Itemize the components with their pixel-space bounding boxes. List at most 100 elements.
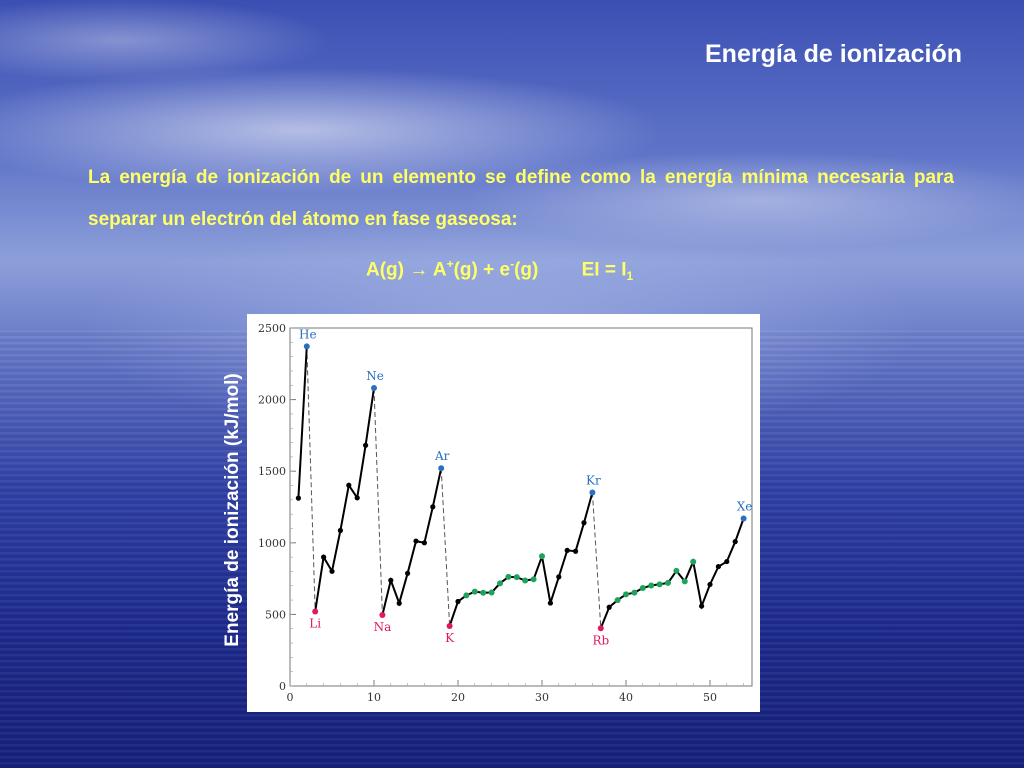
data-point — [321, 554, 327, 560]
data-point — [665, 579, 671, 586]
y-tick-label: 1000 — [258, 537, 286, 550]
x-tick-label: 40 — [619, 691, 633, 704]
data-point — [631, 589, 638, 596]
data-point — [337, 527, 343, 534]
data-point — [312, 608, 319, 615]
data-point — [505, 573, 512, 580]
y-tick-label: 2000 — [258, 394, 286, 407]
data-point — [589, 489, 596, 496]
data-point — [463, 592, 470, 599]
element-label-xe: Xe — [737, 499, 753, 513]
data-point — [724, 558, 730, 565]
data-point — [497, 580, 503, 587]
data-point — [656, 581, 663, 588]
x-tick-label: 20 — [451, 691, 465, 704]
data-point — [581, 520, 587, 526]
element-label-ar: Ar — [434, 449, 450, 463]
data-point — [606, 604, 612, 610]
element-label-li: Li — [309, 617, 321, 631]
equation-product: A — [428, 259, 447, 281]
data-point — [699, 603, 705, 609]
data-point — [707, 581, 713, 588]
data-point — [303, 343, 310, 350]
drop-line — [591, 492, 602, 629]
electron-charge: - — [510, 257, 515, 271]
data-point — [295, 495, 301, 501]
plot-frame — [289, 327, 753, 687]
ionization-chart: 0 500 1000 1500 2000 2500 0 10 20 30 40 50 He Ne Ar Kr X… — [247, 314, 760, 712]
data-point — [405, 570, 411, 576]
data-point — [413, 538, 419, 544]
equation-state-1: (g) + e — [453, 259, 511, 281]
data-point — [438, 465, 445, 472]
data-point — [388, 577, 394, 583]
ei-subscript: 1 — [626, 269, 634, 284]
data-point — [379, 611, 386, 618]
drop-line — [306, 346, 316, 612]
data-point — [455, 598, 461, 605]
data-point — [329, 568, 335, 574]
data-point — [673, 567, 680, 574]
element-label-rb: Rb — [592, 633, 609, 647]
element-label-kr: Kr — [586, 474, 601, 488]
equation-reactant: A(g) — [366, 259, 410, 281]
data-point — [539, 553, 545, 560]
data-point — [623, 591, 629, 598]
data-point — [471, 588, 478, 595]
x-tick-label: 30 — [535, 691, 549, 704]
data-point — [732, 539, 738, 545]
data-point — [371, 385, 377, 392]
y-tick-label: 500 — [265, 608, 286, 621]
data-point — [690, 558, 697, 565]
data-point — [421, 540, 427, 546]
x-tick-label: 0 — [287, 691, 294, 704]
equation-state-2: (g) — [514, 259, 539, 281]
data-point — [346, 482, 352, 488]
ei-label: EI = I — [581, 259, 627, 281]
data-point — [446, 622, 453, 629]
ionization-equation: A(g) → A+(g) + e-(g) EI = I1 — [366, 257, 633, 283]
data-point — [556, 574, 562, 580]
data-point — [648, 582, 655, 589]
y-tick-label: 2500 — [258, 322, 286, 335]
data-point — [363, 442, 369, 448]
data-point — [530, 576, 537, 583]
data-point — [354, 495, 360, 501]
data-point — [639, 585, 646, 592]
data-point — [513, 574, 520, 581]
chart-svg: 0 500 1000 1500 2000 2500 0 10 20 30 40 50 He Ne Ar Kr X… — [258, 322, 753, 704]
element-label-k: K — [445, 631, 455, 645]
y-tick-label: 0 — [279, 680, 286, 693]
series-line — [381, 467, 443, 616]
data-point — [547, 600, 553, 606]
data-point — [396, 600, 402, 606]
data-point — [597, 625, 604, 632]
data-point — [715, 563, 721, 570]
data-point — [480, 589, 487, 596]
drop-line — [440, 468, 451, 627]
x-tick-label: 10 — [367, 691, 381, 704]
slide-title: Energía de ionización — [705, 40, 962, 68]
series-line — [599, 518, 745, 629]
cation-charge: + — [446, 257, 454, 271]
data-point — [681, 578, 688, 585]
element-label-ne: Ne — [366, 369, 384, 383]
definition-text: La energía de ionización de un elemento … — [88, 167, 954, 230]
series-line — [297, 346, 308, 499]
data-point — [564, 547, 570, 553]
x-tick-label: 50 — [703, 691, 717, 704]
y-tick-label: 1500 — [258, 465, 286, 478]
element-label-na: Na — [374, 620, 392, 634]
data-point — [740, 515, 747, 522]
data-point — [573, 548, 579, 554]
series-line — [448, 492, 594, 627]
data-point — [522, 577, 529, 584]
data-point — [430, 504, 436, 510]
data-point — [488, 589, 495, 596]
element-label-he: He — [299, 327, 317, 341]
data-point — [614, 597, 621, 604]
drop-line — [373, 387, 383, 615]
series-line — [314, 387, 375, 612]
y-axis-label: Energía de ionización (kJ/mol) — [222, 373, 243, 647]
reaction-arrow: → — [409, 259, 429, 281]
